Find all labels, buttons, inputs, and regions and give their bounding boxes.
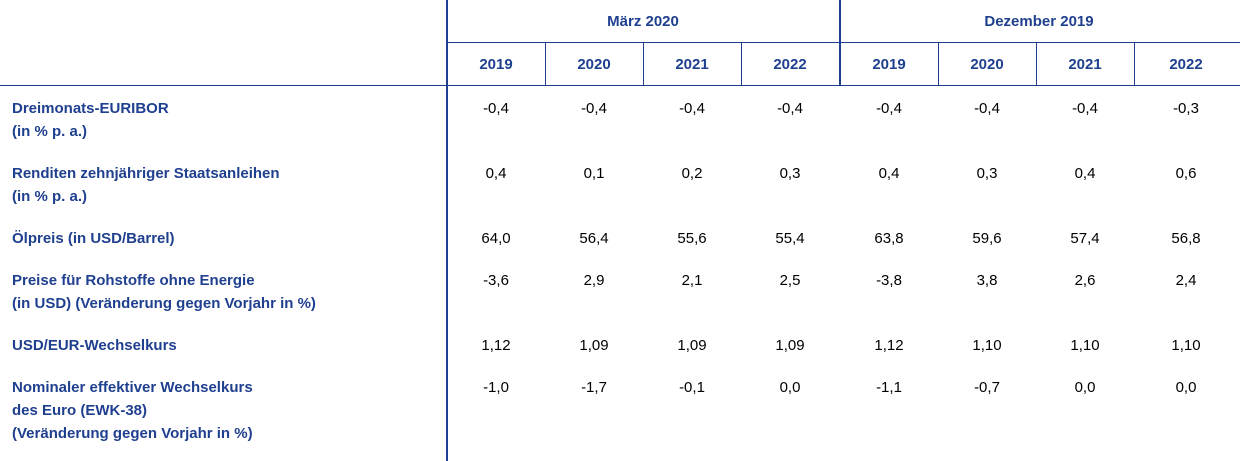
row-label-line: Nominaler effektiver Wechselkurs <box>12 379 253 396</box>
table-cell: -1,1 <box>876 379 902 396</box>
table-cell: -0,4 <box>777 100 803 117</box>
table-cell: 0,4 <box>1074 165 1096 182</box>
table-cell: 2,5 <box>779 272 801 289</box>
row-label-euribor: Dreimonats-EURIBOR (in % p. a.) <box>12 97 432 143</box>
divider-year <box>1134 43 1135 85</box>
table-cell: 0,0 <box>1074 379 1096 396</box>
row-label-rohstoffe: Preise für Rohstoffe ohne Energie (in US… <box>12 269 432 315</box>
divider-year <box>643 43 644 85</box>
table-cell: -0,4 <box>679 100 705 117</box>
row-label-line: (Veränderung gegen Vorjahr in %) <box>12 425 253 442</box>
table-cell: -0,4 <box>974 100 1000 117</box>
table-cell: 0,3 <box>976 165 998 182</box>
table-cell: 1,12 <box>874 337 904 354</box>
table-cell: 3,8 <box>976 272 998 289</box>
row-label-oelpreis: Ölpreis (in USD/Barrel) <box>12 227 432 250</box>
table-cell: 0,0 <box>1175 379 1197 396</box>
table-cell: 59,6 <box>972 230 1002 247</box>
table-cell: 56,8 <box>1171 230 1201 247</box>
table-cell: -0,4 <box>1072 100 1098 117</box>
table-cell: 2,9 <box>583 272 605 289</box>
table-cell: -1,0 <box>483 379 509 396</box>
table-cell: 64,0 <box>481 230 511 247</box>
table-cell: 0,6 <box>1175 165 1197 182</box>
table-cell: 0,4 <box>485 165 507 182</box>
table-cell: 0,0 <box>779 379 801 396</box>
divider-under-groups <box>447 42 1240 43</box>
row-label-line: Renditen zehnjähriger Staatsanleihen <box>12 165 280 182</box>
year-header: 2019 <box>872 55 906 73</box>
year-header: 2019 <box>479 55 513 73</box>
divider-year <box>938 43 939 85</box>
row-label-line: (in % p. a.) <box>12 188 87 205</box>
row-label-line: des Euro (EWK-38) <box>12 402 148 419</box>
table-cell: 1,09 <box>775 337 805 354</box>
table-cell: -3,6 <box>483 272 509 289</box>
row-label-line: Ölpreis (in USD/Barrel) <box>12 230 175 247</box>
table-cell: 0,3 <box>779 165 801 182</box>
divider-year <box>741 43 742 85</box>
table-cell: 1,09 <box>579 337 609 354</box>
table-cell: 2,4 <box>1175 272 1197 289</box>
table-cell: 1,10 <box>1070 337 1100 354</box>
table-cell: 0,2 <box>681 165 703 182</box>
row-label-line: (in % p. a.) <box>12 123 87 140</box>
row-label-line: USD/EUR-Wechselkurs <box>12 337 177 354</box>
divider-year <box>1036 43 1037 85</box>
table-cell: -0,7 <box>974 379 1000 396</box>
divider-left <box>446 0 448 461</box>
divider-under-years <box>0 85 1240 86</box>
group-header-dezember-2019: Dezember 2019 <box>984 12 1094 30</box>
table-cell: -0,4 <box>581 100 607 117</box>
table-cell: 0,4 <box>878 165 900 182</box>
table-cell: 57,4 <box>1070 230 1100 247</box>
table-cell: -0,4 <box>483 100 509 117</box>
table-cell: 55,4 <box>775 230 805 247</box>
table-cell: 1,10 <box>1171 337 1201 354</box>
row-label-line: Preise für Rohstoffe ohne Energie <box>12 272 255 289</box>
divider-groups <box>839 0 841 86</box>
row-label-line: Dreimonats-EURIBOR <box>12 100 169 117</box>
table-cell: 56,4 <box>579 230 609 247</box>
table-cell: 63,8 <box>874 230 904 247</box>
year-header: 2020 <box>577 55 611 73</box>
table-cell: 55,6 <box>677 230 707 247</box>
row-label-ewk: Nominaler effektiver Wechselkurs des Eur… <box>12 376 432 445</box>
year-header: 2021 <box>1068 55 1102 73</box>
table-cell: -0,3 <box>1173 100 1199 117</box>
table-cell: 1,12 <box>481 337 511 354</box>
table-cell: 2,6 <box>1074 272 1096 289</box>
group-header-maerz-2020: März 2020 <box>607 12 679 30</box>
table-cell: 1,09 <box>677 337 707 354</box>
year-header: 2020 <box>970 55 1004 73</box>
table-cell: 1,10 <box>972 337 1002 354</box>
divider-year <box>545 43 546 85</box>
row-label-line: (in USD) (Veränderung gegen Vorjahr in %… <box>12 295 316 312</box>
table-cell: -1,7 <box>581 379 607 396</box>
row-label-wechselkurs: USD/EUR-Wechselkurs <box>12 334 432 357</box>
year-header: 2022 <box>1169 55 1203 73</box>
table-cell: -0,1 <box>679 379 705 396</box>
year-header: 2021 <box>675 55 709 73</box>
table-cell: -3,8 <box>876 272 902 289</box>
row-label-renditen: Renditen zehnjähriger Staatsanleihen (in… <box>12 162 432 208</box>
table-cell: 2,1 <box>681 272 703 289</box>
year-header: 2022 <box>773 55 807 73</box>
table-cell: 0,1 <box>583 165 605 182</box>
table-cell: -0,4 <box>876 100 902 117</box>
